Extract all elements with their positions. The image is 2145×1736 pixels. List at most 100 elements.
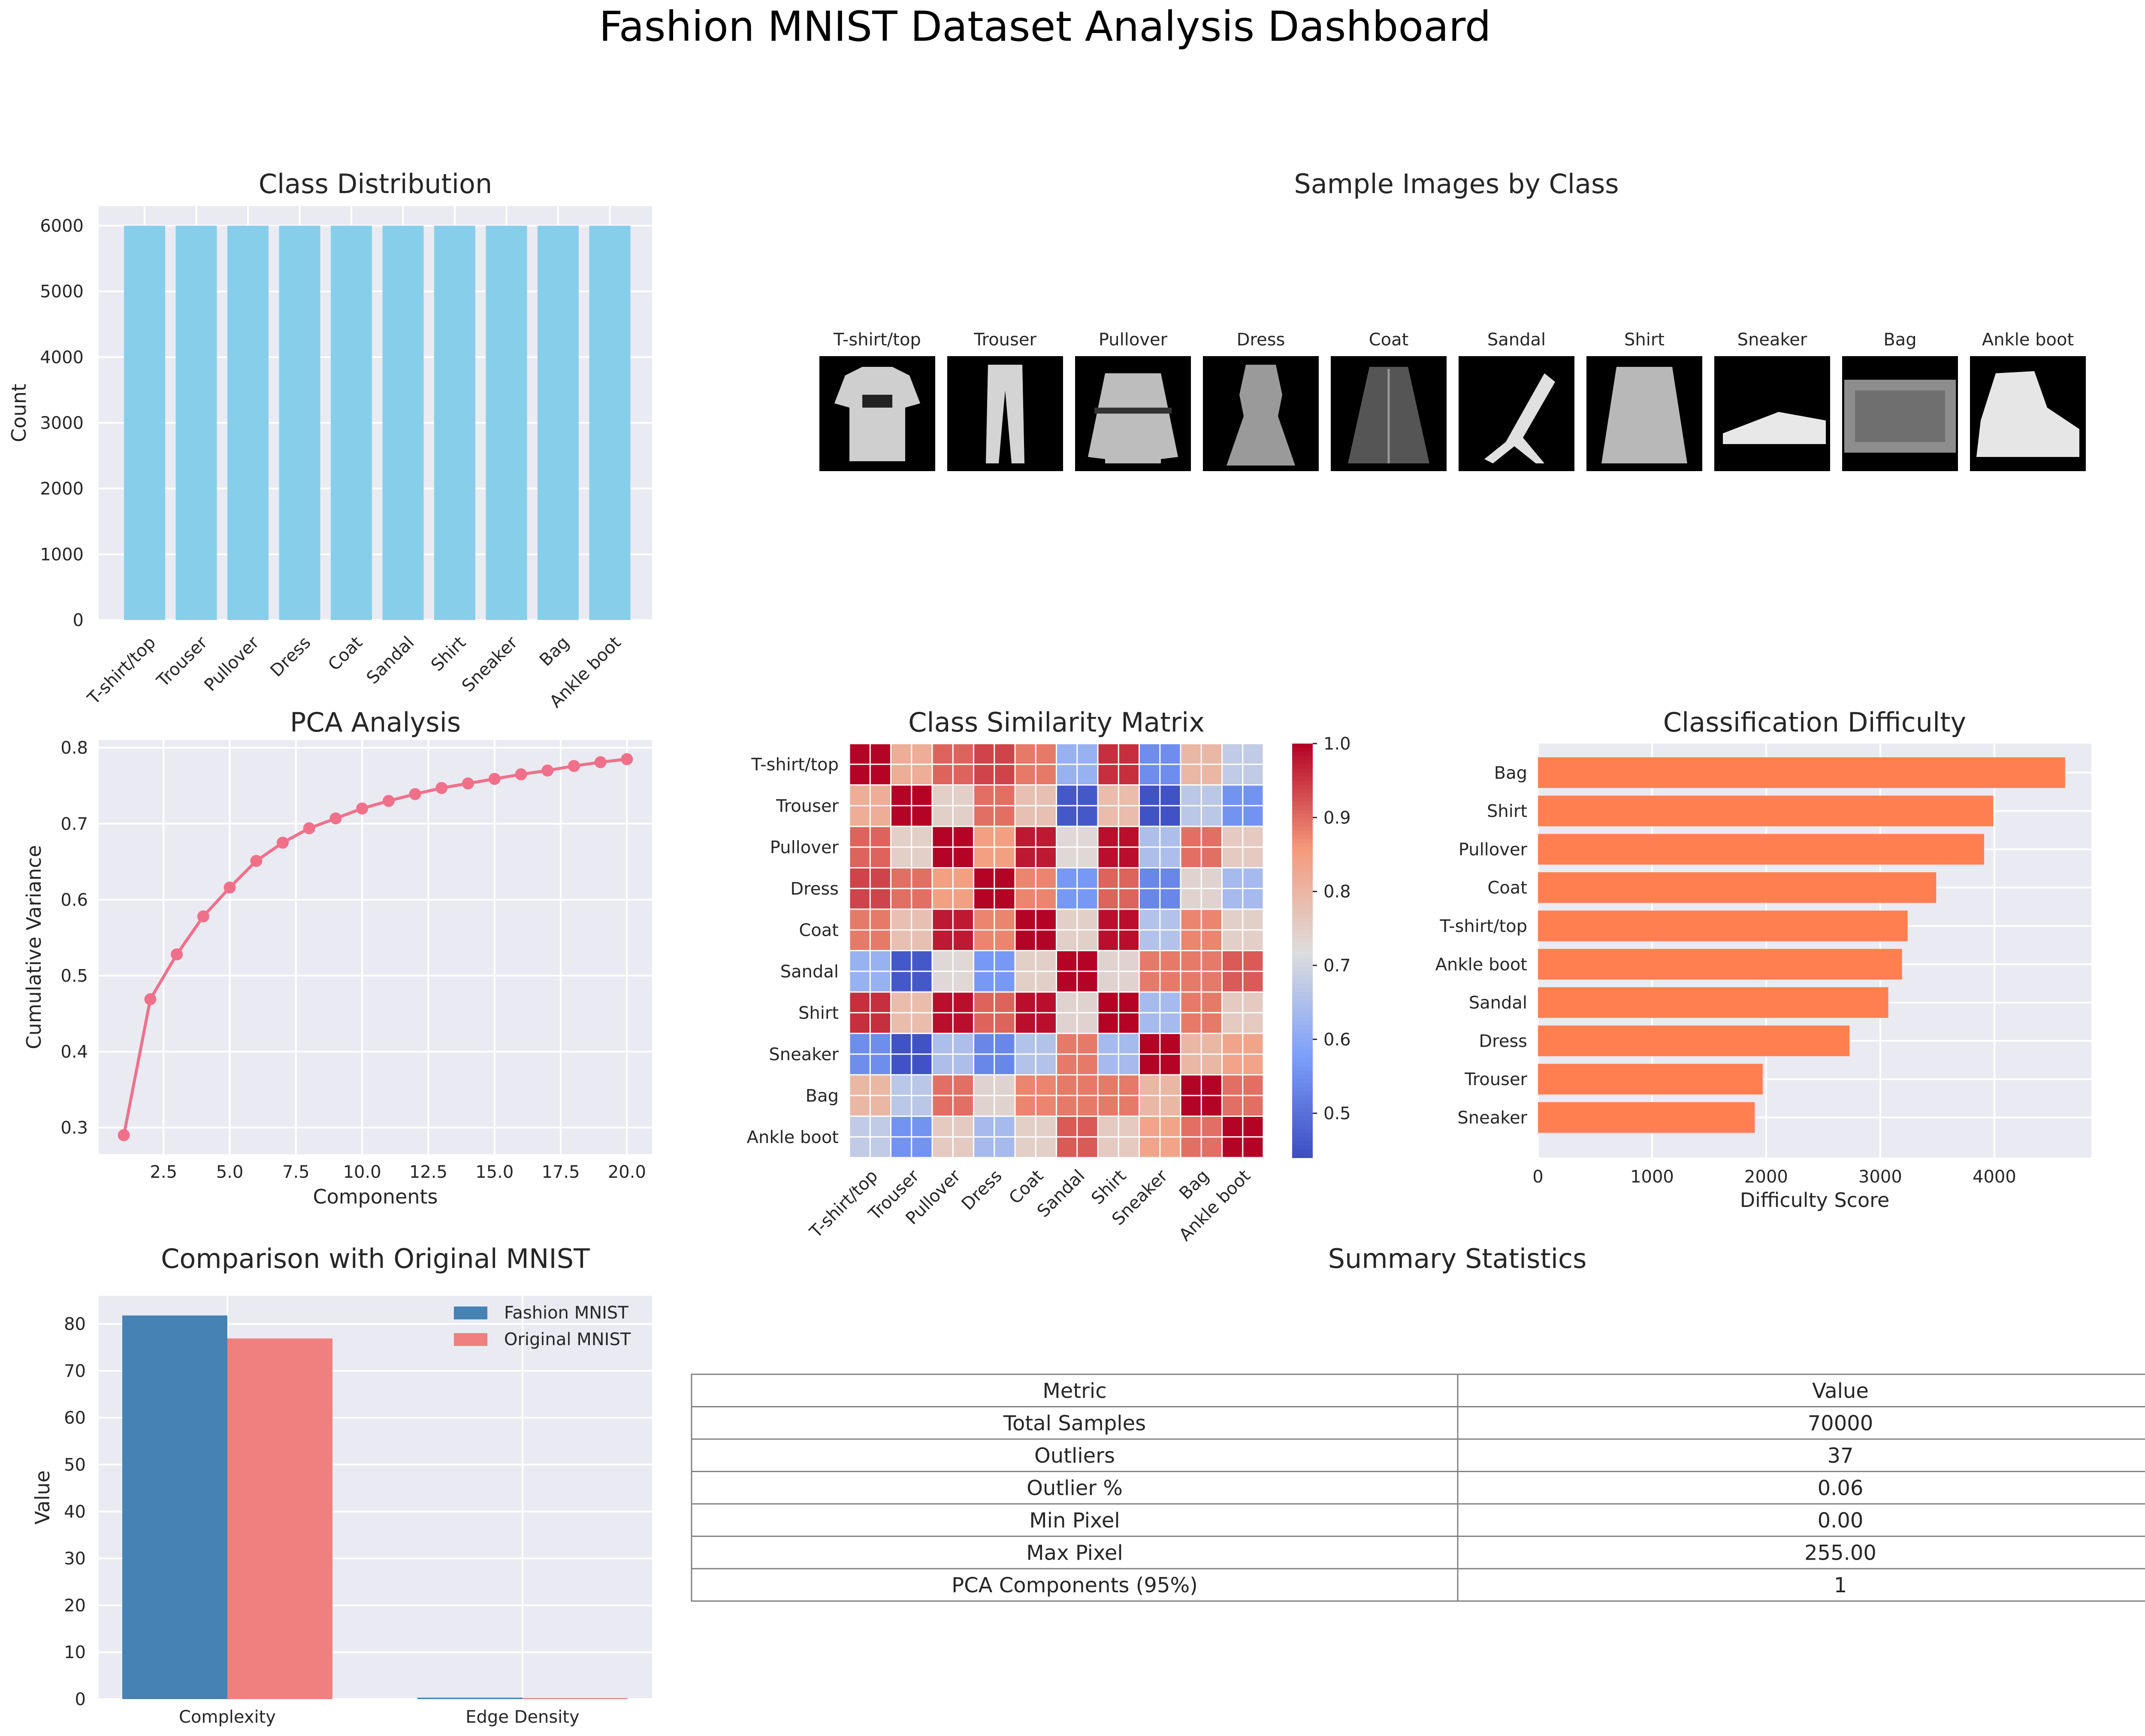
bar — [1538, 872, 1937, 903]
y-tick-label: Ankle boot — [747, 1128, 839, 1147]
bar — [1538, 910, 1908, 941]
y-tick-label: Pullover — [770, 838, 839, 857]
tshirt-icon — [834, 367, 920, 461]
y-tick-label: Coat — [1487, 878, 1527, 898]
colorbar-segment — [1292, 1149, 1313, 1154]
colorbar-tick-label: 0.5 — [1323, 1104, 1351, 1124]
colorbar-segment — [1292, 888, 1313, 893]
colorbar-segment — [1292, 1016, 1313, 1022]
colorbar-segment — [1292, 921, 1313, 926]
y-tick-label: Trouser — [1464, 1070, 1527, 1089]
x-tick-label: 4000 — [1973, 1167, 2016, 1187]
y-tick-label: Sandal — [1469, 993, 1527, 1013]
x-axis-label: Difficulty Score — [1740, 1189, 1890, 1212]
colorbar-segment — [1292, 1066, 1313, 1071]
table-value: 0.00 — [1818, 1509, 1864, 1533]
colorbar-segment — [1292, 859, 1313, 864]
colorbar-segment — [1292, 959, 1313, 964]
colorbar-segment — [1292, 988, 1313, 992]
x-tick-label: 1000 — [1630, 1167, 1674, 1187]
shirt-icon — [1601, 367, 1687, 463]
x-tick-label: 20.0 — [608, 1162, 646, 1182]
x-tick-label: 7.5 — [282, 1162, 310, 1182]
colorbar-segment — [1292, 938, 1313, 943]
table-cell — [1457, 1536, 2145, 1570]
colorbar-segment — [1292, 752, 1313, 756]
colorbar-segment — [1292, 747, 1313, 753]
data-point — [382, 795, 395, 807]
sneaker-icon — [1723, 412, 1826, 444]
pullover-icon — [1088, 373, 1178, 463]
y-tick-label: 4000 — [40, 348, 84, 367]
colorbar-segment — [1292, 1025, 1313, 1030]
bar — [486, 225, 527, 620]
data-point — [594, 756, 607, 768]
x-tick-label: 2000 — [1744, 1167, 1788, 1187]
colorbar-segment — [1292, 863, 1313, 868]
y-axis-label: Count — [7, 384, 30, 442]
classification-difficulty-chart: Classification Difficulty 0 1000 2000 3000 40… — [1435, 707, 2091, 1212]
class-distribution-chart: Class Distribution 0 1000 2000 3000 4000 5000 6… — [7, 168, 652, 712]
y-tick-label: 0.3 — [60, 1118, 88, 1138]
y-tick-label: Dress — [790, 879, 839, 899]
colorbar-segment — [1292, 897, 1313, 901]
data-point — [488, 773, 501, 785]
data-point — [541, 764, 554, 777]
sample-label: Sandal — [1487, 330, 1546, 350]
data-point — [118, 1129, 130, 1141]
y-tick-label: 20 — [64, 1596, 86, 1615]
y-tick-label: 40 — [64, 1502, 86, 1522]
colorbar-segment — [1292, 1029, 1313, 1034]
x-tick-label: 17.5 — [542, 1162, 580, 1182]
colorbar-segment — [1292, 793, 1313, 798]
table-cell — [1457, 1503, 2145, 1537]
data-point — [224, 881, 236, 894]
bar — [523, 1698, 628, 1699]
y-tick-label: 30 — [64, 1549, 86, 1569]
bar — [122, 1315, 227, 1699]
colorbar-segment — [1292, 930, 1313, 935]
y-tick-label: 0.6 — [60, 890, 88, 910]
mnist-comparison-chart: Comparison with Original MNIST 0 10 20 30 40 5… — [31, 1243, 652, 1727]
bar — [227, 1338, 332, 1699]
colorbar-tick-label: 0.7 — [1323, 956, 1351, 976]
bar — [1538, 1025, 1850, 1056]
colorbar-segment — [1292, 838, 1313, 844]
y-tick-label: Sandal — [780, 962, 839, 982]
colorbar-segment — [1292, 872, 1313, 877]
y-tick-label: 0.7 — [60, 814, 88, 834]
y-tick-label: Ankle boot — [1435, 955, 1527, 974]
x-axis-label: Components — [313, 1185, 438, 1208]
pca-analysis-chart: PCA Analysis 2.5 5.0 7.5 10.0 12.5 15.0 17.5 20.… — [22, 707, 652, 1208]
colorbar-segment — [1292, 955, 1313, 959]
colorbar-segment — [1292, 975, 1313, 980]
legend-swatch — [454, 1307, 487, 1319]
bar — [1538, 987, 1888, 1018]
x-tick-label: Edge Density — [465, 1707, 579, 1727]
colorbar-segment — [1292, 1116, 1313, 1121]
colorbar-segment — [1292, 1095, 1313, 1100]
colorbar-segment — [1292, 1145, 1313, 1150]
colorbar-segment — [1292, 868, 1313, 873]
table-metric: Max Pixel — [1026, 1541, 1123, 1565]
colorbar-segment — [1292, 780, 1313, 786]
table-metric: Total Samples — [1003, 1411, 1146, 1435]
colorbar-tick-label: 0.8 — [1323, 882, 1351, 902]
colorbar-segment — [1292, 942, 1313, 947]
colorbar-segment — [1292, 917, 1313, 922]
sample-label: Trouser — [973, 330, 1036, 350]
table-header: Metric — [1042, 1379, 1106, 1403]
colorbar-segment — [1292, 1124, 1313, 1129]
table-cell — [1457, 1406, 2145, 1440]
y-tick-label: 0.8 — [60, 738, 88, 758]
colorbar-segment — [1292, 772, 1313, 777]
table-header: Value — [1812, 1379, 1869, 1403]
table-cell — [691, 1438, 1459, 1472]
sandal-icon — [1484, 373, 1555, 463]
summary-statistics-table: Summary Statistics Metric Value Total Sampl… — [691, 1243, 2145, 1602]
data-point — [329, 812, 342, 825]
y-tick-label: Dress — [1479, 1031, 1527, 1051]
y-axis-label: Cumulative Variance — [22, 845, 45, 1049]
y-tick-label: 60 — [64, 1408, 86, 1428]
